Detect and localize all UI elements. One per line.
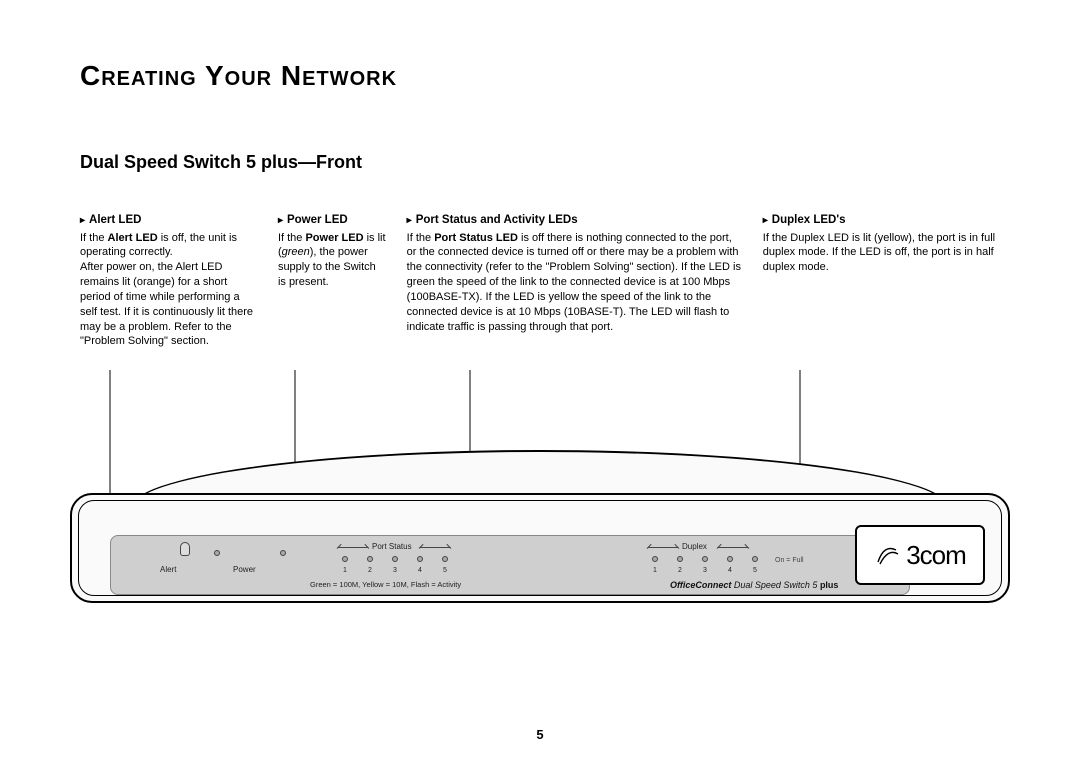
portstatus-num-5: 5 (443, 567, 447, 574)
portstatus-led-2 (367, 556, 373, 562)
callout-power-heading: Power LED (278, 213, 387, 229)
brand-swoosh-icon (874, 542, 900, 568)
brand-text: 3com (906, 540, 966, 571)
duplex-label: Duplex (682, 542, 707, 551)
callout-duplex-heading: Duplex LED's (763, 213, 1000, 229)
product-label: OfficeConnect Dual Speed Switch 5 plus (670, 580, 838, 590)
alert-label: Alert (160, 565, 176, 574)
callout-alert-heading: Alert LED (80, 213, 258, 229)
duplex-num-3: 3 (703, 567, 707, 574)
duplex-led-3 (702, 556, 708, 562)
callouts-row: Alert LED If the Alert LED is off, the u… (80, 213, 1000, 349)
duplex-on-full: On = Full (775, 557, 804, 564)
portstatus-num-2: 2 (368, 567, 372, 574)
power-label: Power (233, 565, 256, 574)
device-illustration: Alert Power Port Status 1 2 3 4 5 Green … (70, 450, 1010, 620)
duplex-num-5: 5 (753, 567, 757, 574)
section-subtitle: Dual Speed Switch 5 plus—Front (80, 152, 1000, 173)
product-name: Dual Speed Switch 5 (734, 580, 818, 590)
duplex-led-5 (752, 556, 758, 562)
portstatus-label: Port Status (372, 542, 412, 551)
duplex-led-1 (652, 556, 658, 562)
callout-alert: Alert LED If the Alert LED is off, the u… (80, 213, 258, 349)
page-number: 5 (0, 727, 1080, 742)
duplex-bracket-r (718, 547, 748, 553)
duplex-bracket-l (648, 547, 678, 553)
callout-duplex-body: If the Duplex LED is lit (yellow), the p… (763, 231, 1000, 276)
product-brand: OfficeConnect (670, 580, 731, 590)
device-panel-contents: Alert Power Port Status 1 2 3 4 5 Green … (120, 542, 900, 588)
portstatus-led-5 (442, 556, 448, 562)
callout-alert-body: If the Alert LED is off, the unit is ope… (80, 231, 258, 350)
duplex-num-2: 2 (678, 567, 682, 574)
callout-portstatus: Port Status and Activity LEDs If the Por… (407, 213, 743, 349)
portstatus-led-3 (392, 556, 398, 562)
portstatus-bracket-r (420, 547, 450, 553)
callout-portstatus-heading: Port Status and Activity LEDs (407, 213, 743, 229)
callout-power-body: If the Power LED is lit (green), the pow… (278, 231, 387, 290)
portstatus-num-4: 4 (418, 567, 422, 574)
duplex-num-4: 4 (728, 567, 732, 574)
product-suffix: plus (820, 580, 839, 590)
brand-box: 3com (855, 525, 985, 585)
duplex-num-1: 1 (653, 567, 657, 574)
callout-power: Power LED If the Power LED is lit (green… (278, 213, 387, 349)
alert-led-hole (180, 542, 190, 556)
callout-duplex: Duplex LED's If the Duplex LED is lit (y… (763, 213, 1000, 349)
page-title: Creating Your Network (80, 60, 1000, 92)
portstatus-num-1: 1 (343, 567, 347, 574)
alert-led (214, 550, 220, 556)
portstatus-bracket-l (338, 547, 368, 553)
duplex-led-4 (727, 556, 733, 562)
power-led (280, 550, 286, 556)
callout-portstatus-body: If the Port Status LED is off there is n… (407, 231, 743, 335)
portstatus-led-4 (417, 556, 423, 562)
portstatus-legend: Green = 100M, Yellow = 10M, Flash = Acti… (310, 580, 461, 589)
portstatus-led-1 (342, 556, 348, 562)
duplex-led-2 (677, 556, 683, 562)
portstatus-num-3: 3 (393, 567, 397, 574)
